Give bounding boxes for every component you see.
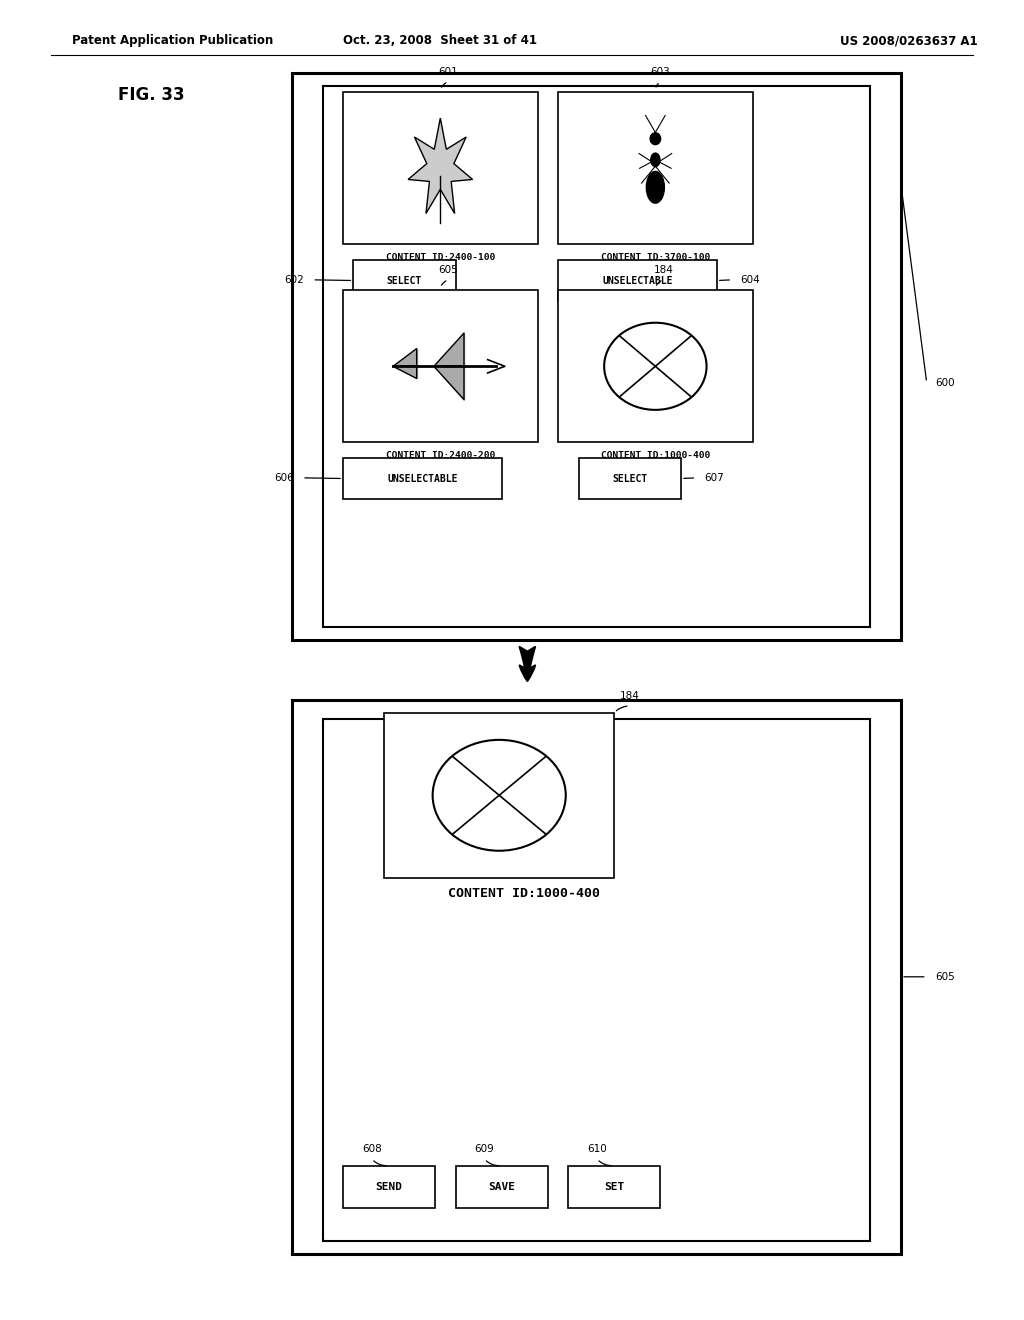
Bar <box>353 260 456 301</box>
Text: 605: 605 <box>935 972 954 982</box>
Bar <box>558 92 753 244</box>
Polygon shape <box>393 366 417 379</box>
Bar <box>558 260 717 301</box>
Bar <box>568 1166 660 1208</box>
Bar <box>343 92 538 244</box>
Text: 610: 610 <box>587 1143 607 1154</box>
Text: SEND: SEND <box>376 1181 402 1192</box>
Bar <box>579 458 681 499</box>
Ellipse shape <box>604 322 707 409</box>
Text: Oct. 23, 2008  Sheet 31 of 41: Oct. 23, 2008 Sheet 31 of 41 <box>343 34 538 48</box>
Text: 609: 609 <box>474 1143 495 1154</box>
Bar <box>323 86 870 627</box>
Text: CONTENT ID:2400-100: CONTENT ID:2400-100 <box>386 253 495 263</box>
Text: SELECT: SELECT <box>387 276 422 285</box>
Text: 606: 606 <box>274 473 294 483</box>
Text: 600: 600 <box>935 378 954 388</box>
Bar <box>456 1166 548 1208</box>
Text: 602: 602 <box>285 275 304 285</box>
Bar <box>343 290 538 442</box>
Text: 184: 184 <box>620 690 640 701</box>
Bar <box>323 719 870 1241</box>
Ellipse shape <box>646 172 665 203</box>
Bar <box>558 290 753 442</box>
Text: 608: 608 <box>361 1143 382 1154</box>
Text: 601: 601 <box>438 66 459 77</box>
Text: 607: 607 <box>705 473 724 483</box>
Polygon shape <box>434 366 464 400</box>
Bar <box>292 700 901 1254</box>
Polygon shape <box>434 333 464 366</box>
Bar <box>384 713 614 878</box>
Polygon shape <box>393 348 417 366</box>
Text: Patent Application Publication: Patent Application Publication <box>72 34 273 48</box>
Bar <box>292 73 901 640</box>
Text: CONTENT ID:1000-400: CONTENT ID:1000-400 <box>601 451 710 461</box>
Text: 604: 604 <box>740 275 760 285</box>
Text: CONTENT ID:3700-100: CONTENT ID:3700-100 <box>601 253 710 263</box>
Text: SELECT: SELECT <box>612 474 647 483</box>
Text: UNSELECTABLE: UNSELECTABLE <box>387 474 458 483</box>
Ellipse shape <box>651 153 659 166</box>
Text: 603: 603 <box>650 66 671 77</box>
Ellipse shape <box>432 739 565 851</box>
Ellipse shape <box>650 133 660 145</box>
Text: UNSELECTABLE: UNSELECTABLE <box>602 276 673 285</box>
Polygon shape <box>409 119 472 214</box>
Text: FIG. 33: FIG. 33 <box>118 86 184 104</box>
Text: 184: 184 <box>653 264 674 275</box>
Bar <box>343 1166 435 1208</box>
Bar <box>343 458 502 499</box>
Text: SET: SET <box>604 1181 625 1192</box>
Text: CONTENT ID:1000-400: CONTENT ID:1000-400 <box>449 887 600 900</box>
Text: CONTENT ID:2400-200: CONTENT ID:2400-200 <box>386 451 495 461</box>
Text: 605: 605 <box>438 264 459 275</box>
Text: US 2008/0263637 A1: US 2008/0263637 A1 <box>840 34 977 48</box>
Text: SAVE: SAVE <box>488 1181 515 1192</box>
